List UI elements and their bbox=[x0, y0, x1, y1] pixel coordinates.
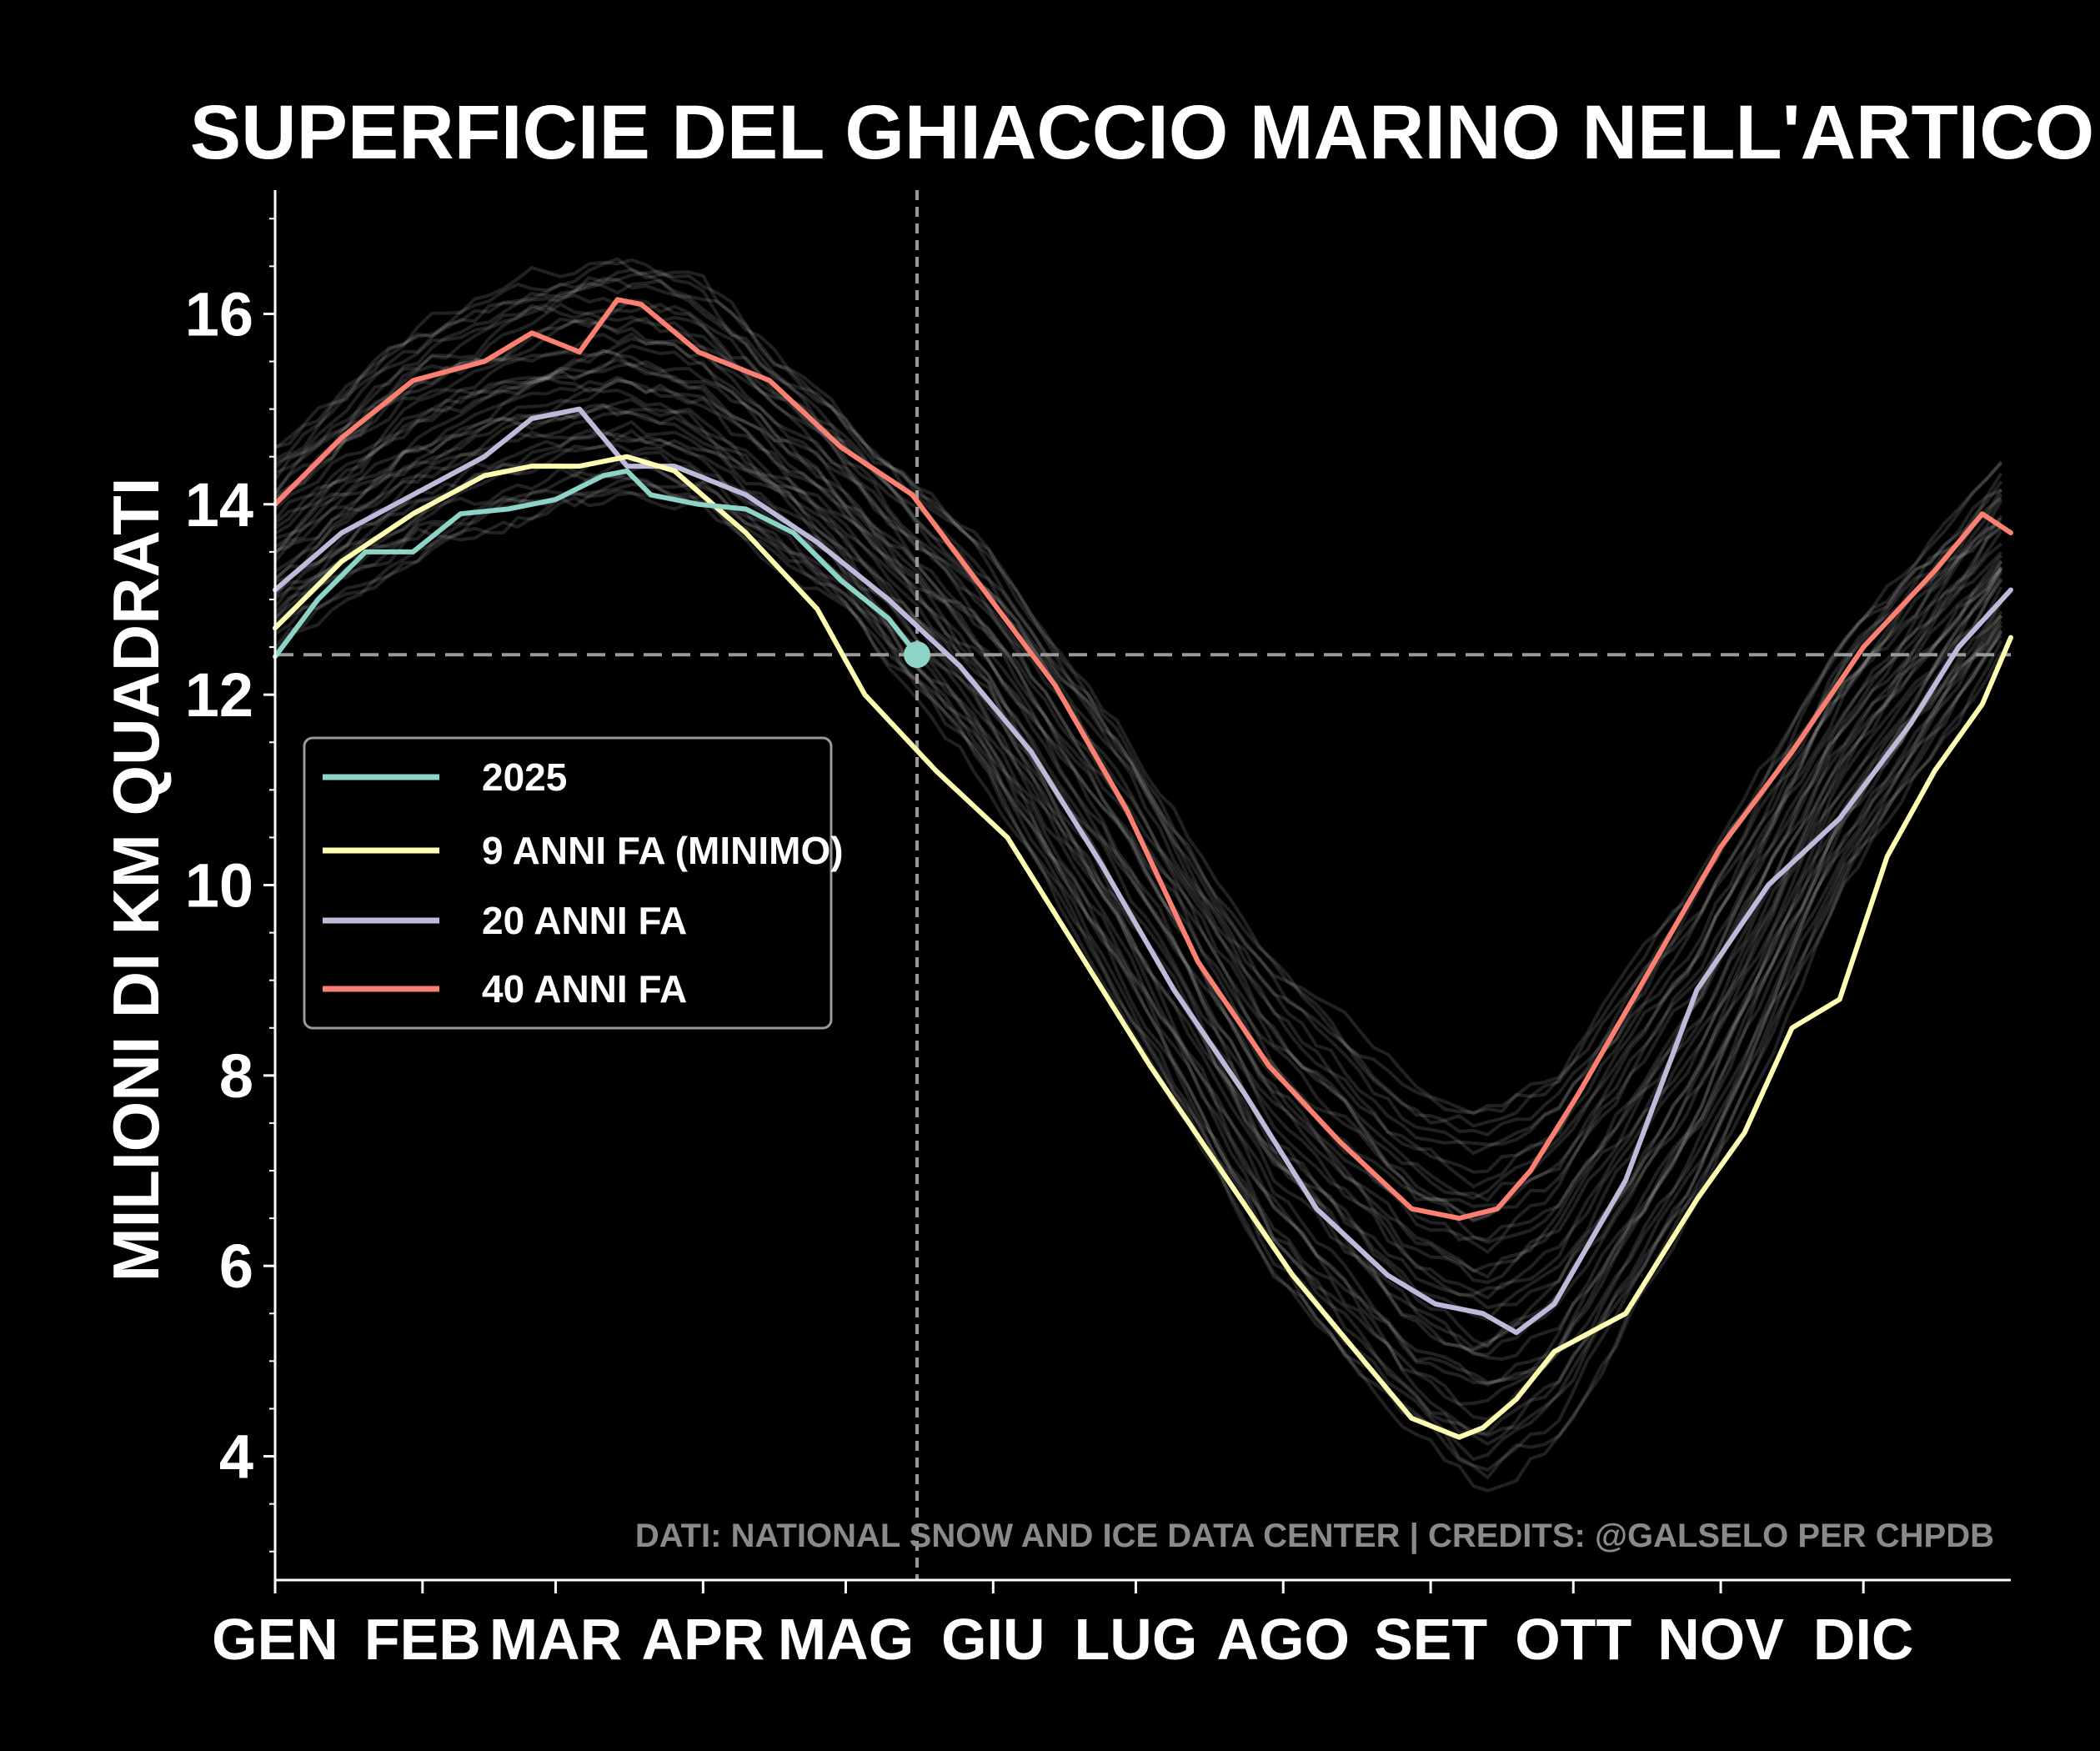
current-value-marker bbox=[904, 641, 931, 669]
y-tick-label: 4 bbox=[219, 1422, 253, 1492]
historical-line bbox=[273, 450, 2003, 1447]
series-line-9-anni-fa bbox=[273, 454, 2013, 1440]
x-tick-label: APR bbox=[641, 1607, 764, 1672]
legend-label-40-anni-fa: 40 ANNI FA bbox=[482, 967, 687, 1011]
historical-line bbox=[274, 410, 2003, 1357]
historical-line bbox=[273, 375, 2003, 1300]
historical-line bbox=[273, 375, 2003, 1297]
x-tick-label: DIC bbox=[1813, 1607, 1914, 1672]
x-tick-label: LUG bbox=[1075, 1607, 1198, 1672]
historical-line bbox=[273, 429, 2003, 1384]
y-tick-label: 14 bbox=[185, 470, 253, 539]
x-tick-label: SET bbox=[1374, 1607, 1487, 1672]
legend-label-20-anni-fa: 20 ANNI FA bbox=[482, 899, 687, 942]
historical-line bbox=[274, 294, 2003, 1174]
x-tick-label: OTT bbox=[1515, 1607, 1631, 1672]
y-tick-label: 16 bbox=[185, 279, 253, 349]
historical-line bbox=[273, 475, 2003, 1473]
credits-text: DATI: NATIONAL SNOW AND ICE DATA CENTER … bbox=[635, 1518, 1994, 1554]
axes: 4 6 8 10 12 14 16 GEN FEB MAR APR MAG GIU LUG AGO SET OT… bbox=[185, 190, 2011, 1672]
historical-line bbox=[273, 258, 2003, 1116]
historical-line bbox=[274, 378, 2003, 1310]
series-line-2025 bbox=[273, 468, 920, 660]
x-tick-label: GEN bbox=[212, 1607, 338, 1672]
chart-title: SUPERFICIE DEL GHIACCIO MARINO NELL'ARTI… bbox=[190, 90, 2094, 175]
historical-line bbox=[273, 435, 2003, 1385]
legend-label-2025: 2025 bbox=[482, 755, 567, 799]
historical-line bbox=[273, 491, 2003, 1493]
historical-line bbox=[273, 344, 2003, 1242]
legend: 2025 9 ANNI FA (MINIMO) 20 ANNI FA 40 AN… bbox=[303, 736, 844, 1030]
series-lines bbox=[273, 297, 2013, 1440]
x-tick-label: MAG bbox=[778, 1607, 914, 1672]
series-line-40-anni-fa bbox=[273, 297, 2013, 1222]
historical-line bbox=[273, 298, 2003, 1189]
historical-line bbox=[273, 403, 2003, 1348]
y-tick-label: 10 bbox=[185, 851, 253, 921]
x-tick-label: AGO bbox=[1217, 1607, 1350, 1672]
historical-line bbox=[273, 430, 2003, 1362]
historical-line bbox=[274, 362, 2002, 1285]
x-tick-label: NOV bbox=[1657, 1607, 1784, 1672]
historical-line bbox=[273, 456, 2003, 1436]
historical-line bbox=[273, 419, 2003, 1387]
x-tick-label: GIU bbox=[941, 1607, 1045, 1672]
legend-label-9-anni-fa: 9 ANNI FA (MINIMO) bbox=[482, 829, 844, 872]
historical-line bbox=[274, 315, 2003, 1202]
y-axis-label: MILIONI DI KM QUADRATI bbox=[99, 478, 173, 1282]
series-line-20-anni-fa bbox=[273, 406, 2013, 1336]
historical-line bbox=[274, 302, 2003, 1201]
historical-line bbox=[273, 443, 2003, 1406]
historical-line bbox=[274, 278, 2002, 1156]
legend-box bbox=[303, 736, 833, 1030]
historical-line bbox=[273, 278, 2002, 1146]
y-tick-label: 6 bbox=[219, 1232, 253, 1301]
historical-line bbox=[273, 332, 2002, 1245]
x-tick-label: MAR bbox=[489, 1607, 622, 1672]
y-tick-label: 8 bbox=[219, 1041, 253, 1111]
reference-lines bbox=[275, 190, 2011, 1580]
historical-line bbox=[274, 349, 2003, 1273]
x-tick-label: FEB bbox=[364, 1607, 481, 1672]
y-tick-label: 12 bbox=[185, 660, 253, 730]
